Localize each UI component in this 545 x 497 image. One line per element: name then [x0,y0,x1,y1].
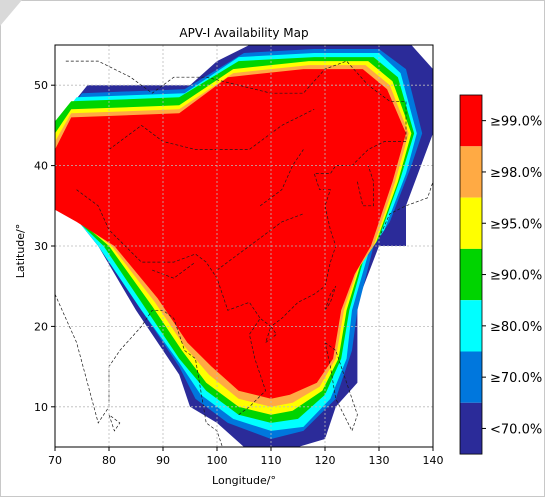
y-tick-label-20: 20 [34,320,48,333]
x-tick-label-130: 130 [369,454,390,467]
region-6 [55,69,406,399]
y-axis-label: Latitude/° [14,224,27,278]
coastline-3 [378,180,433,239]
legend-swatch-2 [460,197,482,249]
x-axis-ticks: 70 80 90 100 110 120 130 140 [48,447,444,467]
y-tick-label-10: 10 [34,401,48,414]
legend-label-6: <70.0% [490,422,542,437]
legend-label-3: ≥90.0% [490,269,542,284]
x-tick-label-70: 70 [48,454,62,467]
coastline-10 [108,108,315,150]
coastline-9 [152,261,196,279]
legend-label-5: ≥70.0% [490,371,542,386]
legend-border [459,94,483,455]
x-tick-label-120: 120 [315,454,336,467]
coastline-12 [259,149,304,207]
coastline-0 [55,294,223,447]
coastline-7 [324,342,358,432]
color-legend: ≥99.0% ≥98.0% ≥95.0% ≥90.0% ≥80.0% ≥70.0% <70.… [459,94,542,455]
coastline-overlay [55,60,433,447]
legend-label-4: ≥80.0% [490,320,542,335]
x-axis-label: Longitude/° [212,474,276,487]
legend-label-1: ≥98.0% [490,166,542,181]
x-tick-label-110: 110 [261,454,282,467]
coastline-2 [357,165,374,207]
coastline-4 [324,286,337,311]
legend-swatch-6 [460,402,482,455]
y-axis-ticks: 10 20 30 40 50 [34,79,55,414]
chart-title: APV-I Availability Map [179,26,308,40]
grid-lines [55,45,433,447]
legend-swatch-4 [460,300,482,352]
y-tick-label-40: 40 [34,160,48,173]
x-tick-label-100: 100 [207,454,228,467]
x-tick-label-140: 140 [423,454,444,467]
corner-mark [0,0,22,26]
legend-label-2: ≥95.0% [490,217,542,232]
legend-label-0: ≥99.0% [490,115,542,130]
coastline-6 [108,414,121,432]
coastline-11 [216,213,304,271]
legend-swatch-0 [460,95,482,147]
legend-swatch-1 [460,146,482,198]
y-tick-label-50: 50 [34,79,48,92]
x-tick-label-90: 90 [156,454,170,467]
x-tick-label-80: 80 [102,454,116,467]
legend-swatch-5 [460,351,482,403]
legend-swatch-3 [460,248,482,301]
y-tick-label-30: 30 [34,240,48,253]
